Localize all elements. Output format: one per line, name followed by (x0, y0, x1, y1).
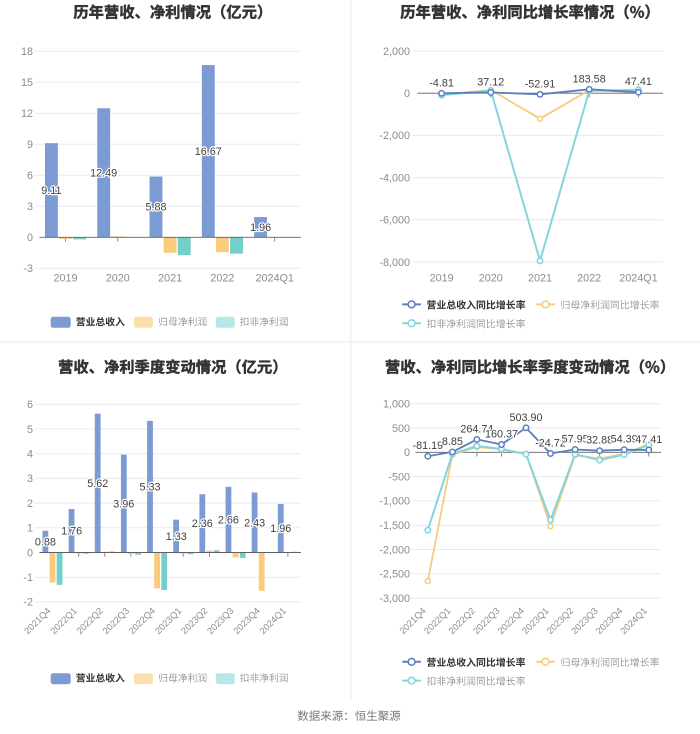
svg-text:5: 5 (27, 424, 33, 436)
svg-text:2019: 2019 (430, 272, 454, 284)
svg-text:6: 6 (27, 399, 33, 411)
svg-text:-24.72: -24.72 (535, 438, 566, 450)
svg-text:0: 0 (27, 232, 33, 244)
svg-text:16.67: 16.67 (195, 146, 222, 158)
svg-text:-2,500: -2,500 (379, 569, 410, 581)
svg-text:47.41: 47.41 (635, 434, 662, 446)
svg-text:2022: 2022 (210, 272, 234, 284)
svg-text:47.41: 47.41 (625, 76, 652, 88)
svg-text:2.66: 2.66 (218, 514, 239, 526)
svg-text:5.62: 5.62 (87, 478, 108, 490)
svg-text:2: 2 (27, 498, 33, 510)
svg-text:1: 1 (27, 523, 33, 535)
svg-text:32.88: 32.88 (586, 435, 613, 447)
svg-text:9.11: 9.11 (41, 185, 61, 197)
svg-text:-2,000: -2,000 (379, 544, 410, 556)
svg-text:2022: 2022 (577, 272, 601, 284)
svg-text:-500: -500 (388, 471, 410, 483)
svg-text:5.88: 5.88 (145, 202, 166, 214)
svg-text:15: 15 (21, 77, 33, 89)
svg-text:-1,000: -1,000 (379, 496, 410, 508)
svg-text:-81.19: -81.19 (412, 440, 443, 452)
svg-text:264.74: 264.74 (460, 423, 493, 435)
svg-text:-8,000: -8,000 (379, 257, 410, 269)
svg-text:-1: -1 (23, 572, 33, 584)
svg-text:-4.81: -4.81 (429, 77, 454, 89)
svg-text:0: 0 (27, 547, 33, 559)
svg-text:-4,000: -4,000 (379, 172, 410, 184)
svg-text:-3,000: -3,000 (379, 593, 410, 605)
svg-text:500: 500 (392, 423, 410, 435)
svg-text:0.88: 0.88 (35, 536, 56, 548)
svg-text:-1,500: -1,500 (379, 520, 410, 532)
svg-text:2021: 2021 (158, 272, 182, 284)
svg-text:5.33: 5.33 (139, 482, 160, 494)
svg-text:2020: 2020 (479, 272, 503, 284)
svg-text:503.90: 503.90 (509, 412, 542, 424)
svg-text:9: 9 (27, 139, 33, 151)
svg-text:-6,000: -6,000 (379, 215, 410, 227)
svg-text:37.12: 37.12 (477, 76, 504, 88)
svg-text:2020: 2020 (106, 272, 130, 284)
svg-text:2.43: 2.43 (244, 517, 265, 529)
svg-text:1.33: 1.33 (166, 531, 187, 543)
svg-text:6: 6 (27, 170, 33, 182)
svg-text:1.96: 1.96 (250, 222, 271, 234)
svg-text:-3: -3 (23, 263, 33, 275)
svg-text:-52.91: -52.91 (525, 78, 556, 90)
svg-text:12.49: 12.49 (90, 168, 117, 180)
svg-text:4: 4 (27, 449, 33, 461)
svg-text:-2,000: -2,000 (379, 130, 410, 142)
svg-text:54.39: 54.39 (611, 434, 638, 446)
svg-text:2021: 2021 (528, 272, 552, 284)
svg-text:2024Q1: 2024Q1 (255, 272, 293, 284)
svg-text:2024Q1: 2024Q1 (619, 272, 657, 284)
svg-text:2.36: 2.36 (192, 518, 213, 530)
svg-text:183.58: 183.58 (573, 73, 606, 85)
svg-text:3: 3 (27, 201, 33, 213)
svg-text:57.95: 57.95 (562, 434, 589, 446)
svg-text:0: 0 (404, 447, 410, 459)
svg-text:1.96: 1.96 (270, 523, 291, 535)
svg-text:1.76: 1.76 (61, 526, 82, 538)
svg-text:-2: -2 (23, 597, 33, 609)
svg-text:2019: 2019 (53, 272, 77, 284)
svg-text:18: 18 (21, 46, 33, 58)
svg-text:3.96: 3.96 (113, 498, 134, 510)
svg-text:0: 0 (404, 88, 410, 100)
svg-text:12: 12 (21, 108, 33, 120)
svg-text:8.85: 8.85 (442, 436, 463, 448)
svg-text:2,000: 2,000 (383, 46, 410, 58)
svg-text:160.37: 160.37 (485, 429, 518, 441)
svg-text:3: 3 (27, 473, 33, 485)
svg-text:1,000: 1,000 (383, 399, 410, 411)
